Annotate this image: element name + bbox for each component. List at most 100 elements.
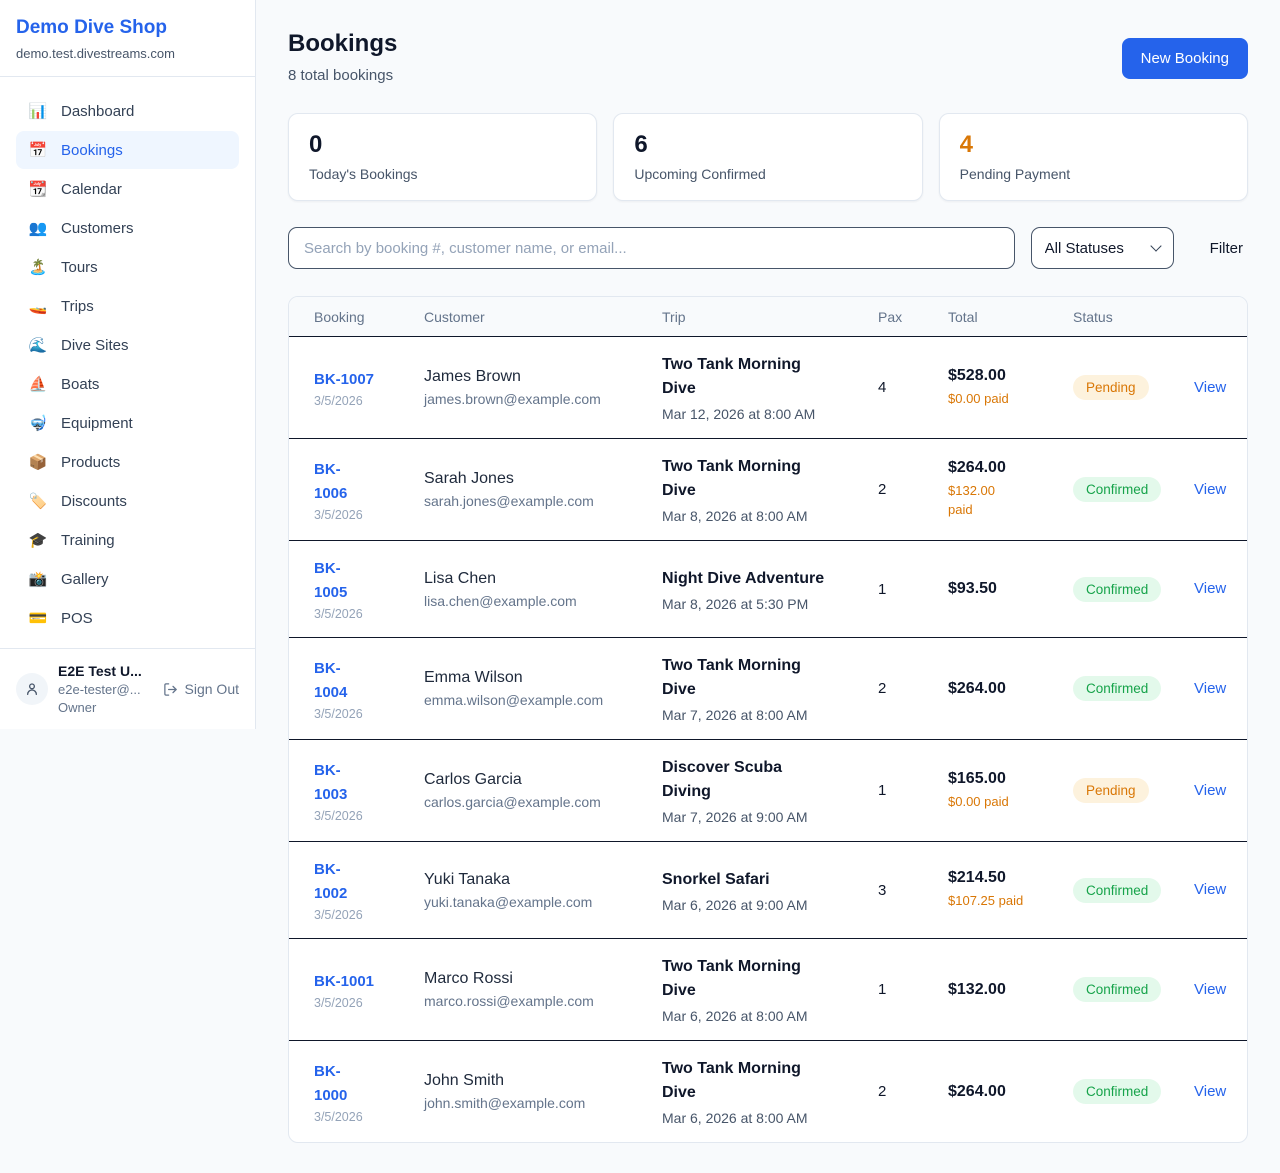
bookings-table: Booking Customer Trip Pax Total Status BK-100… bbox=[288, 296, 1248, 1143]
status-cell: Pending bbox=[1073, 375, 1194, 400]
search-input[interactable] bbox=[288, 227, 1015, 269]
customer-email: john.smith@example.com bbox=[424, 1095, 586, 1111]
new-booking-button[interactable]: New Booking bbox=[1121, 38, 1248, 79]
pax-cell: 1 bbox=[878, 580, 887, 598]
booking-id-link[interactable]: BK- 1004 bbox=[314, 659, 348, 701]
brand-name[interactable]: Demo Dive Shop bbox=[16, 17, 167, 38]
total-amount: $214.50 bbox=[948, 869, 1006, 887]
stat-label: Upcoming Confirmed bbox=[634, 166, 766, 182]
main-content: Bookings 8 total bookings New Booking 0 … bbox=[256, 0, 1280, 1173]
total-cell: $214.50 $107.25 paid bbox=[948, 869, 1073, 911]
page-subtitle: 8 total bookings bbox=[288, 67, 394, 84]
sidebar-item-trips[interactable]: 🚤 Trips bbox=[16, 287, 239, 325]
view-link[interactable]: View bbox=[1194, 881, 1227, 898]
trip-datetime: Mar 8, 2026 at 8:00 AM bbox=[662, 508, 808, 524]
booking-id-link[interactable]: BK-1001 bbox=[314, 972, 375, 990]
trip-cell: Two Tank Morning Dive Mar 6, 2026 at 8:0… bbox=[662, 1057, 878, 1126]
customer-cell: Yuki Tanaka yuki.tanaka@example.com bbox=[424, 871, 662, 910]
trip-name: Two Tank Morning Dive bbox=[662, 458, 801, 499]
booking-id-link[interactable]: BK- 1002 bbox=[314, 861, 348, 902]
page-header: Bookings 8 total bookings New Booking bbox=[288, 30, 1248, 84]
actions-cell: View bbox=[1194, 981, 1226, 999]
wave-icon: 🌊 bbox=[28, 337, 48, 354]
view-link[interactable]: View bbox=[1194, 480, 1227, 498]
status-badge: Confirmed bbox=[1073, 977, 1162, 1002]
pax-cell: 1 bbox=[878, 981, 887, 998]
trip-datetime: Mar 6, 2026 at 8:00 AM bbox=[662, 1008, 808, 1024]
total-amount: $264.00 bbox=[948, 459, 1006, 477]
stat-card-todays-bookings: 0 Today's Bookings bbox=[288, 113, 598, 201]
sidebar-item-dashboard[interactable]: 📊 Dashboard bbox=[16, 92, 239, 130]
table-row: BK- 1000 3/5/2026 John Smith john.smith@… bbox=[289, 1040, 1247, 1142]
booking-cell: BK- 1006 3/5/2026 bbox=[314, 458, 424, 522]
actions-cell: View bbox=[1194, 881, 1226, 899]
view-link[interactable]: View bbox=[1194, 1082, 1227, 1100]
sidebar-item-equipment[interactable]: 🤿 Equipment bbox=[16, 404, 239, 442]
sidebar-item-calendar[interactable]: 📆 Calendar bbox=[16, 170, 239, 208]
sidebar-item-bookings[interactable]: 📅 Bookings bbox=[16, 131, 239, 169]
paid-amount: $132.00 paid bbox=[948, 483, 995, 517]
view-link[interactable]: View bbox=[1194, 580, 1227, 597]
booking-cell: BK- 1002 3/5/2026 bbox=[314, 858, 424, 922]
actions-cell: View bbox=[1194, 1083, 1226, 1101]
booking-date: 3/5/2026 bbox=[314, 995, 363, 1010]
sidebar-item-discounts[interactable]: 🏷️ Discounts bbox=[16, 482, 239, 520]
sidebar-item-label: Training bbox=[61, 531, 115, 549]
trip-name: Two Tank Morning Dive bbox=[662, 958, 801, 999]
view-link[interactable]: View bbox=[1194, 980, 1227, 998]
booking-cell: BK-1007 3/5/2026 bbox=[314, 368, 424, 408]
table-header-row: Booking Customer Trip Pax Total Status bbox=[289, 297, 1247, 337]
sidebar-nav: 📊 Dashboard 📅 Bookings 📆 Calendar 👥 Cust… bbox=[0, 77, 255, 648]
calendar-icon: 📅 bbox=[28, 142, 48, 159]
view-link[interactable]: View bbox=[1194, 679, 1227, 697]
view-link[interactable]: View bbox=[1194, 781, 1227, 799]
island-icon: 🏝️ bbox=[28, 259, 48, 276]
pax-cell: 1 bbox=[878, 782, 887, 799]
status-cell: Pending bbox=[1073, 778, 1194, 803]
status-select[interactable]: All Statuses bbox=[1030, 227, 1174, 269]
filter-button[interactable]: Filter bbox=[1205, 240, 1248, 257]
stat-card-upcoming-confirmed: 6 Upcoming Confirmed bbox=[613, 113, 923, 201]
sidebar-item-pos[interactable]: 💳 POS bbox=[16, 599, 239, 637]
sidebar-item-tours[interactable]: 🏝️ Tours bbox=[16, 248, 239, 286]
customer-cell: Emma Wilson emma.wilson@example.com bbox=[424, 669, 662, 708]
booking-cell: BK- 1000 3/5/2026 bbox=[314, 1060, 424, 1124]
user-name: E2E Test U... bbox=[58, 663, 142, 679]
customer-email: carlos.garcia@example.com bbox=[424, 794, 601, 810]
booking-id-link[interactable]: BK- 1006 bbox=[314, 460, 348, 502]
customer-cell: John Smith john.smith@example.com bbox=[424, 1072, 662, 1111]
sidebar-item-boats[interactable]: ⛵ Boats bbox=[16, 365, 239, 403]
table-row: BK-1001 3/5/2026 Marco Rossi marco.rossi… bbox=[289, 938, 1247, 1040]
trip-cell: Discover Scuba Diving Mar 7, 2026 at 9:0… bbox=[662, 756, 878, 825]
total-cell: $264.00 $132.00 paid bbox=[948, 459, 1073, 520]
sidebar-item-dive-sites[interactable]: 🌊 Dive Sites bbox=[16, 326, 239, 364]
status-cell: Confirmed bbox=[1073, 977, 1194, 1002]
trip-name: Two Tank Morning Dive bbox=[662, 356, 801, 397]
booking-id-link[interactable]: BK- 1000 bbox=[314, 1062, 348, 1104]
person-icon bbox=[27, 683, 37, 695]
bar-chart-icon: 📊 bbox=[28, 103, 48, 120]
total-cell: $264.00 bbox=[948, 680, 1073, 698]
actions-cell: View bbox=[1194, 379, 1226, 397]
booking-id-link[interactable]: BK- 1005 bbox=[314, 560, 348, 601]
customer-email: marco.rossi@example.com bbox=[424, 993, 594, 1009]
sidebar-item-products[interactable]: 📦 Products bbox=[16, 443, 239, 481]
booking-cell: BK- 1004 3/5/2026 bbox=[314, 657, 424, 721]
paid-amount: $0.00 paid bbox=[948, 793, 1009, 809]
sidebar-item-gallery[interactable]: 📸 Gallery bbox=[16, 560, 239, 598]
sidebar-item-label: Dive Sites bbox=[61, 336, 129, 354]
sign-out-button[interactable]: Sign Out bbox=[163, 681, 239, 697]
total-amount: $132.00 bbox=[948, 980, 1006, 998]
camera-icon: 📸 bbox=[28, 571, 48, 588]
sidebar-item-training[interactable]: 🎓 Training bbox=[16, 521, 239, 559]
view-link[interactable]: View bbox=[1194, 378, 1227, 396]
customer-email: lisa.chen@example.com bbox=[424, 592, 577, 609]
status-cell: Confirmed bbox=[1073, 576, 1194, 602]
sidebar-item-label: Equipment bbox=[61, 414, 133, 432]
booking-id-link[interactable]: BK-1007 bbox=[314, 370, 375, 388]
sidebar-item-label: Tours bbox=[61, 258, 98, 276]
table-row: BK- 1005 3/5/2026 Lisa Chen lisa.chen@ex… bbox=[289, 540, 1247, 637]
customer-cell: Lisa Chen lisa.chen@example.com bbox=[424, 570, 662, 609]
booking-id-link[interactable]: BK- 1003 bbox=[314, 761, 348, 803]
sidebar-item-customers[interactable]: 👥 Customers bbox=[16, 209, 239, 247]
